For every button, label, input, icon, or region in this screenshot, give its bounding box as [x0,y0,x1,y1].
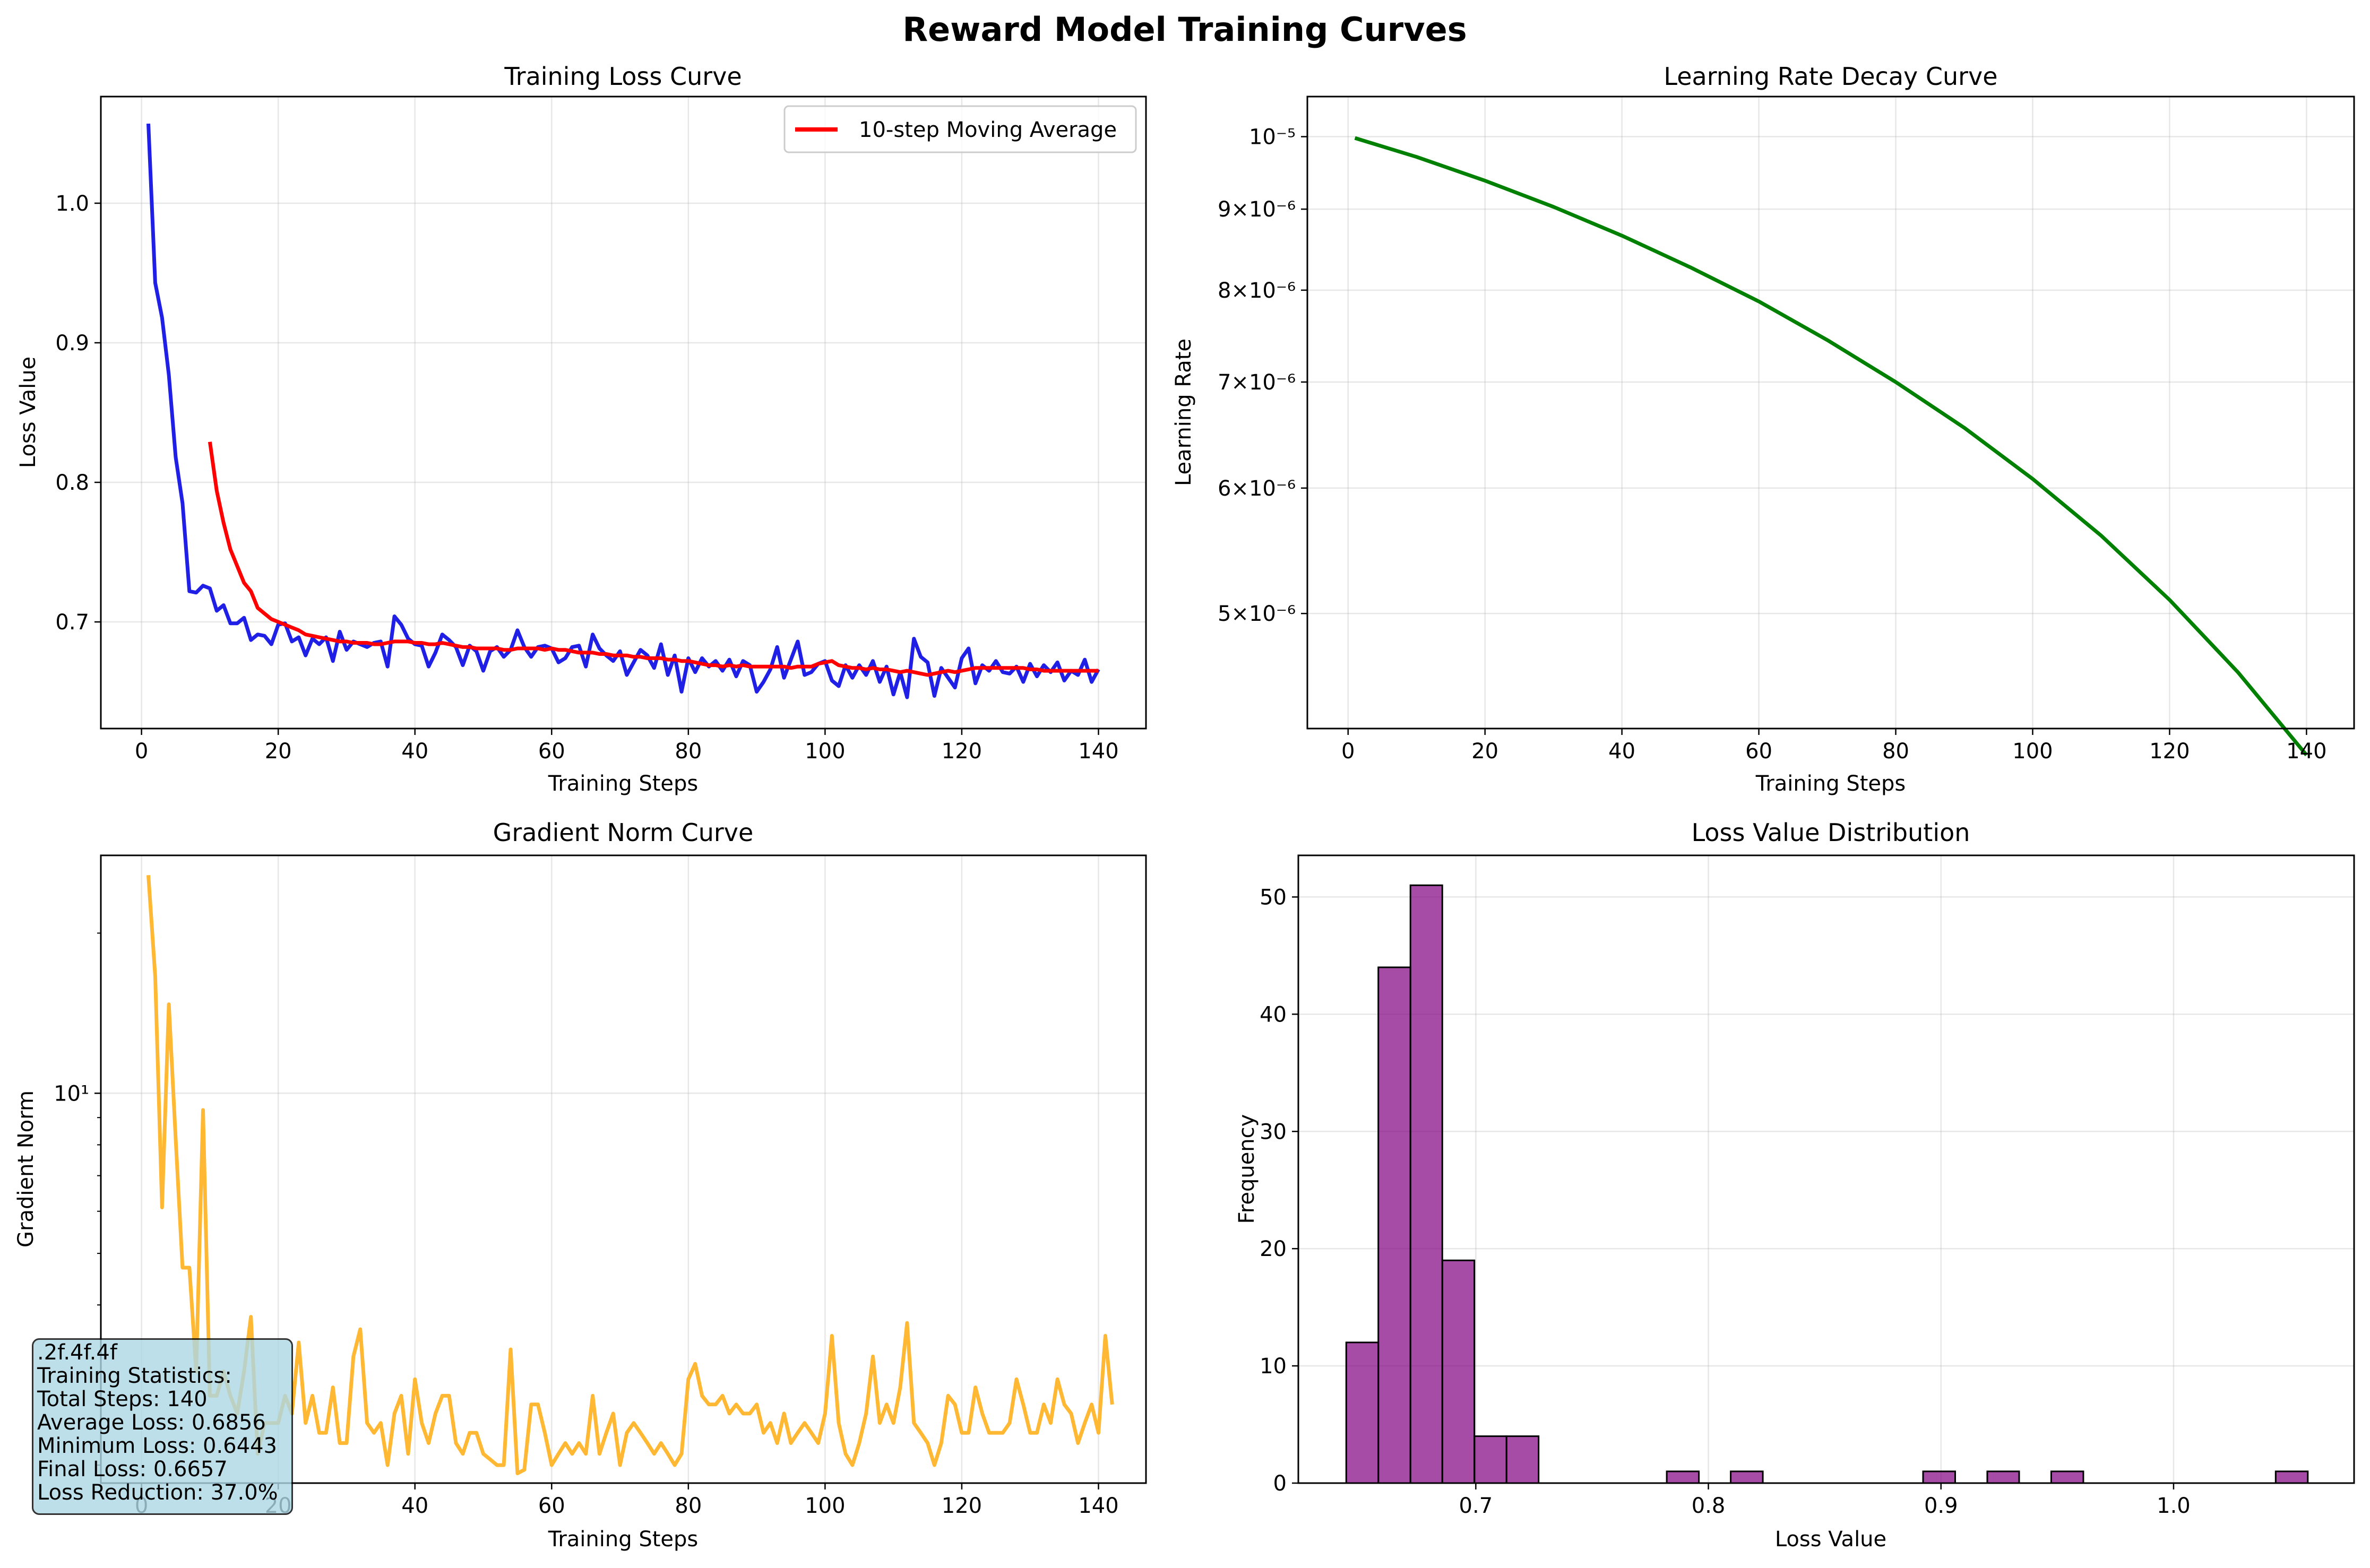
stats-panel: .2f.4f.4f Training Statistics: Total Ste… [37,1341,292,1504]
x-tick-label: 20 [265,739,292,764]
y-tick-label: 0 [1273,1471,1287,1496]
x-tick-label: 120 [2149,739,2190,764]
histogram-bar [1377,966,1411,1484]
histogram-bar [1441,1259,1476,1484]
histogram-bar [1986,1470,2020,1484]
loss-chart-series [146,123,1100,699]
histogram-bar [1505,1435,1540,1484]
x-tick-label: 60 [538,739,565,764]
loss-chart-frame [100,96,1147,730]
lr-chart: Learning Rate Decay Curve 0 20 40 60 80 100 12… [1171,62,2355,796]
x-tick-label: 80 [1882,739,1909,764]
stats-final-loss: Final Loss: 0.6657 [37,1457,228,1482]
x-tick-label: 0.8 [1692,1494,1726,1518]
grad-chart-series [146,875,1114,1476]
y-tick-label: 20 [1260,1237,1287,1261]
y-tick-label: 0.7 [55,610,89,635]
stats-title: Training Statistics: [37,1364,232,1388]
stats-minimum-loss: Minimum Loss: 0.6443 [37,1434,277,1458]
histogram-bar [1666,1470,1700,1484]
hist-chart-xlabel: Loss Value [1775,1527,1886,1552]
loss-chart-xlabel: Training Steps [548,772,698,796]
grad-chart-ylabel: Gradient Norm [14,1090,38,1248]
x-tick-label: 140 [1078,1494,1118,1518]
y-tick-label: 0.8 [55,471,89,495]
stats-box [32,1338,293,1515]
histogram-bar [2274,1470,2309,1484]
x-tick-label: 60 [1745,739,1772,764]
x-tick-label: 1.0 [2157,1494,2191,1518]
x-tick-label: 20 [1471,739,1498,764]
x-tick-label: 0.7 [1459,1494,1493,1518]
grad-chart-frame [100,854,1147,1484]
stats-header: .2f.4f.4f [37,1340,117,1365]
y-tick-label: 30 [1260,1120,1287,1144]
lr-chart-series [1354,136,2308,757]
legend-frame [783,105,1137,153]
y-tick-label: 6×10⁻⁶ [1218,477,1296,501]
y-tick-label: 50 [1260,885,1287,909]
y-tick-label: 40 [1260,1002,1287,1027]
y-tick-label: 0.9 [55,331,89,356]
y-tick-label: 1.0 [55,192,89,216]
x-tick-label: 60 [538,1494,565,1518]
x-tick-label: 0 [135,739,148,764]
x-tick-label: 140 [1078,739,1118,764]
x-tick-label: 100 [805,1494,845,1518]
loss-chart-ylabel: Loss Value [16,357,40,468]
y-tick-label: 8×10⁻⁶ [1218,279,1296,303]
stats-loss-reduction: Loss Reduction: 37.0% [37,1480,278,1505]
moving-average-line [208,441,1099,677]
x-tick-label: 40 [401,1494,428,1518]
lr-chart-frame [1306,96,2355,730]
stats-total-steps: Total Steps: 140 [37,1387,208,1411]
loss-chart-title: Training Loss Curve [504,62,742,91]
y-tick-label: 7×10⁻⁶ [1218,370,1296,395]
hist-chart: Loss Value Distribution 0.7 0.8 0.9 1.0 0 10… [1235,818,2355,1552]
hist-chart-title: Loss Value Distribution [1692,818,1970,847]
x-tick-label: 120 [942,1494,982,1518]
y-tick-label: 10⁻⁵ [1249,125,1296,150]
grad-chart-title: Gradient Norm Curve [493,818,754,847]
x-tick-label: 100 [2012,739,2053,764]
x-tick-label: 100 [805,739,845,764]
x-tick-label: 40 [401,739,428,764]
loss-chart-legend: 10-step Moving Average [783,105,1137,153]
histogram-bar [1409,884,1443,1484]
hist-chart-ylabel: Frequency [1235,1114,1259,1224]
x-tick-label: 80 [675,739,702,764]
x-tick-label: 120 [942,739,982,764]
histogram-bar [1730,1470,1764,1484]
histogram-bar [1922,1470,1956,1484]
x-tick-label: 40 [1608,739,1635,764]
x-tick-label: 0.9 [1924,1494,1958,1518]
histogram-bar [1345,1341,1380,1484]
histogram-bar [2050,1470,2084,1484]
y-tick-label: 10¹ [54,1081,89,1106]
histogram-bar [1473,1435,1507,1484]
hist-chart-frame [1297,854,2355,1484]
lr-chart-ylabel: Learning Rate [1171,339,1196,486]
lr-chart-title: Learning Rate Decay Curve [1664,62,1997,91]
y-tick-label: 9×10⁻⁶ [1218,197,1296,222]
x-tick-label: 140 [2286,739,2326,764]
figure-title: Reward Model Training Curves [902,10,1467,49]
y-tick-label: 10 [1260,1354,1287,1379]
gradient-norm-line [146,875,1114,1476]
x-tick-label: 80 [675,1494,702,1518]
y-tick-label: 5×10⁻⁶ [1218,602,1296,626]
grad-chart-xlabel: Training Steps [548,1527,698,1552]
x-tick-label: 0 [1341,739,1355,764]
legend-label-moving-average: 10-step Moving Average [859,118,1117,142]
stats-average-loss: Average Loss: 0.6856 [37,1410,266,1435]
learning-rate-line [1354,136,2308,757]
loss-chart: Training Loss Curve 0 20 40 60 80 100 120 140 0… [16,62,1147,796]
lr-chart-xlabel: Training Steps [1755,772,1906,796]
hist-chart-series [1345,884,2309,1484]
